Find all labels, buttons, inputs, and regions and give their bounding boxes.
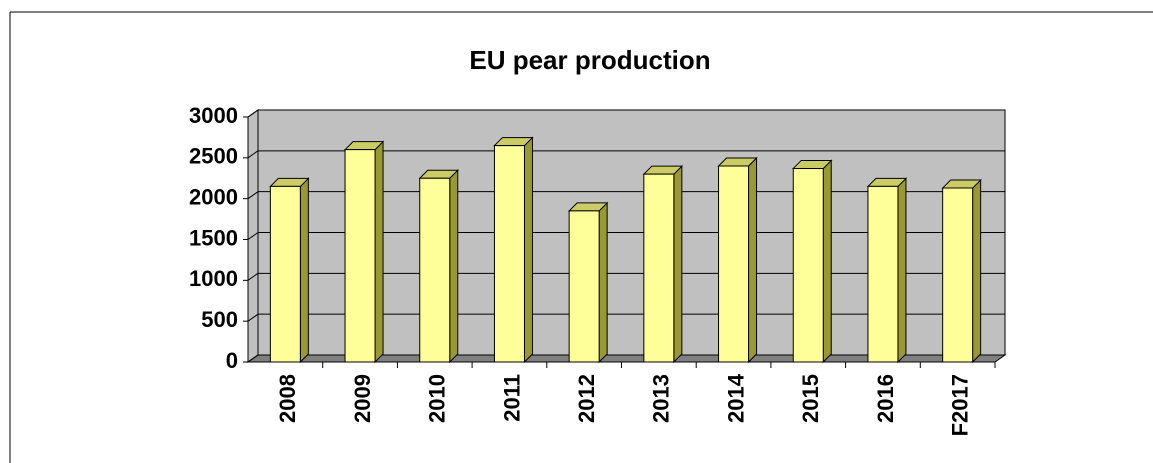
x-tick-label: 2011 [499,374,524,422]
bar [717,156,758,364]
y-tick-label: 2500 [189,144,238,169]
bar [792,159,833,364]
bar [343,140,385,364]
grid-line [247,313,259,322]
bar-face [419,177,451,363]
y-tick-label: 500 [201,307,238,332]
bar [567,201,609,364]
bar-face [972,178,982,364]
bar-face [942,187,974,363]
x-tick-label: 2008 [275,374,300,423]
bar-face [449,169,459,364]
x-tick-label: F2017 [947,374,972,436]
bar-face [269,185,301,363]
bar-face [523,136,533,364]
y-tick-label: 0 [226,348,238,373]
bar-face [718,165,750,363]
bar-face [493,145,525,363]
bar-face [792,167,824,363]
bar-face [299,177,309,364]
bar [642,164,684,364]
grid-line [247,354,259,363]
x-tick-label: 2010 [425,374,450,423]
chart-title: EU pear production [469,45,710,75]
bar [941,178,982,364]
grid-line [247,232,259,240]
y-tick-label: 2000 [189,184,238,209]
grid-line [247,191,259,200]
bar-face [344,149,376,363]
grid-line [247,109,259,118]
bar [493,136,534,364]
y-tick-label: 1500 [189,225,238,250]
bar-face [897,177,907,364]
bar-face [673,164,683,364]
x-tick-label: 2016 [873,374,898,423]
grid-line [247,272,259,281]
x-tick-label: 2009 [350,374,375,423]
bar-face [867,185,899,363]
x-tick-label: 2012 [574,374,599,423]
x-tick-label: 2015 [798,374,823,423]
bar [866,177,908,364]
grid-line [247,150,259,159]
x-tick-label: 2013 [649,374,674,423]
bar-face [598,201,608,364]
x-tick-label: 2014 [723,373,748,423]
bar-face [643,173,675,363]
y-tick-label: 3000 [189,103,238,128]
bar [418,169,459,364]
y-tick-label: 1000 [189,266,238,291]
bar-face [822,159,832,364]
bar-face [748,156,758,364]
bar-face [374,140,384,364]
bar [269,177,310,364]
bar-face [568,210,600,363]
